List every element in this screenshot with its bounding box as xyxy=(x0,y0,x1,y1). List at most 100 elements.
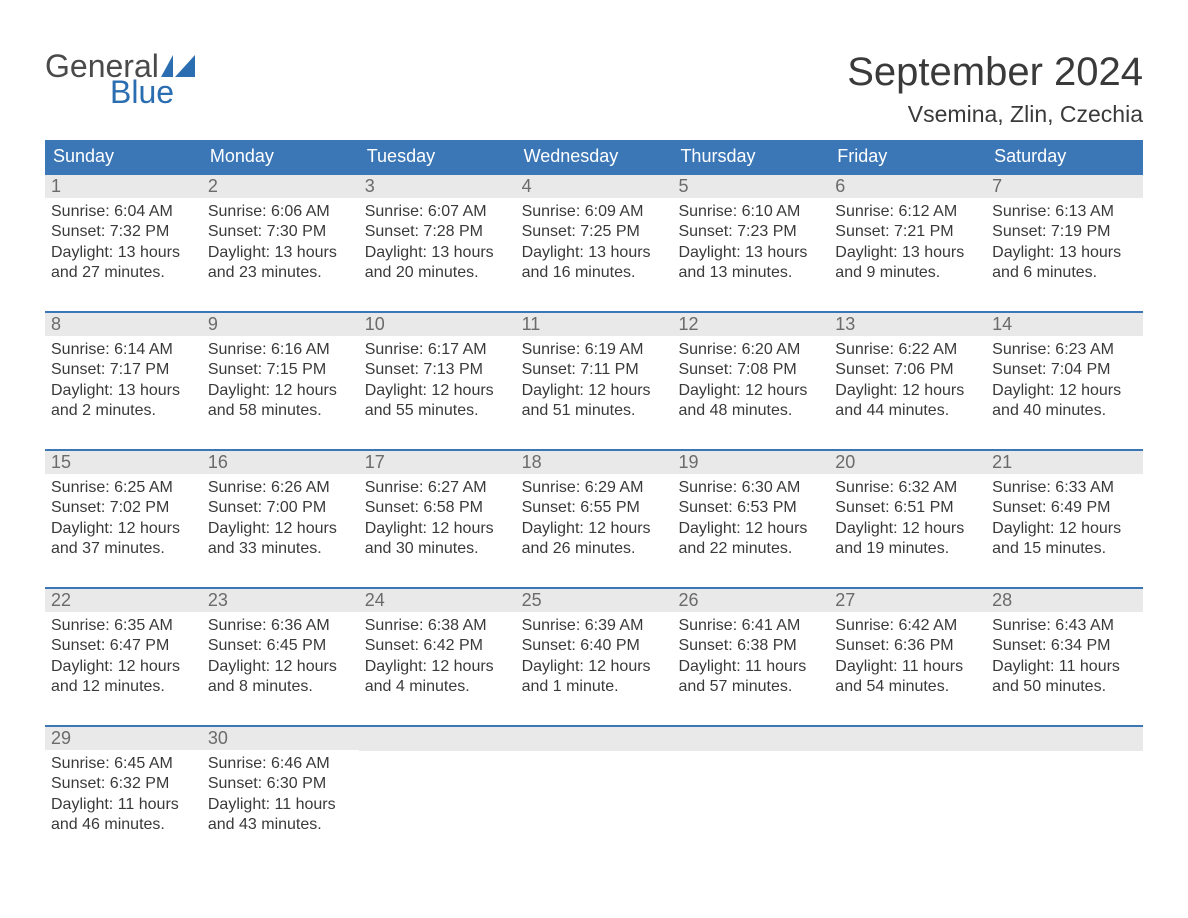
calendar-day: 16Sunrise: 6:26 AMSunset: 7:00 PMDayligh… xyxy=(202,451,359,569)
title-block: September 2024 Vsemina, Zlin, Czechia xyxy=(847,50,1143,128)
daylight-line: and 19 minutes. xyxy=(835,539,980,559)
day-details: Sunrise: 6:10 AMSunset: 7:23 PMDaylight:… xyxy=(672,198,829,288)
sunset-line: Sunset: 6:38 PM xyxy=(678,636,823,656)
daylight-line: Daylight: 13 hours xyxy=(51,243,196,263)
daylight-line: and 46 minutes. xyxy=(51,815,196,835)
calendar-day: 13Sunrise: 6:22 AMSunset: 7:06 PMDayligh… xyxy=(829,313,986,431)
sunrise-line: Sunrise: 6:22 AM xyxy=(835,340,980,360)
sunrise-line: Sunrise: 6:33 AM xyxy=(992,478,1137,498)
day-number xyxy=(986,727,1143,751)
brand-logo: General Blue xyxy=(45,50,195,108)
daylight-line: Daylight: 12 hours xyxy=(522,657,667,677)
day-details: Sunrise: 6:35 AMSunset: 6:47 PMDaylight:… xyxy=(45,612,202,702)
day-details xyxy=(829,751,986,759)
sunset-line: Sunset: 6:40 PM xyxy=(522,636,667,656)
day-details: Sunrise: 6:45 AMSunset: 6:32 PMDaylight:… xyxy=(45,750,202,840)
day-details: Sunrise: 6:26 AMSunset: 7:00 PMDaylight:… xyxy=(202,474,359,564)
daylight-line: Daylight: 11 hours xyxy=(208,795,353,815)
day-number: 26 xyxy=(672,589,829,612)
calendar-day xyxy=(516,727,673,845)
sunset-line: Sunset: 7:17 PM xyxy=(51,360,196,380)
calendar-day: 20Sunrise: 6:32 AMSunset: 6:51 PMDayligh… xyxy=(829,451,986,569)
calendar-day: 23Sunrise: 6:36 AMSunset: 6:45 PMDayligh… xyxy=(202,589,359,707)
sunrise-line: Sunrise: 6:04 AM xyxy=(51,202,196,222)
weekday-header: Wednesday xyxy=(516,140,673,173)
daylight-line: Daylight: 12 hours xyxy=(51,519,196,539)
calendar-day: 7Sunrise: 6:13 AMSunset: 7:19 PMDaylight… xyxy=(986,175,1143,293)
calendar-day: 4Sunrise: 6:09 AMSunset: 7:25 PMDaylight… xyxy=(516,175,673,293)
daylight-line: and 55 minutes. xyxy=(365,401,510,421)
sunrise-line: Sunrise: 6:26 AM xyxy=(208,478,353,498)
sunset-line: Sunset: 7:23 PM xyxy=(678,222,823,242)
daylight-line: Daylight: 13 hours xyxy=(51,381,196,401)
sunrise-line: Sunrise: 6:20 AM xyxy=(678,340,823,360)
calendar-day: 21Sunrise: 6:33 AMSunset: 6:49 PMDayligh… xyxy=(986,451,1143,569)
day-number xyxy=(672,727,829,751)
sunset-line: Sunset: 6:53 PM xyxy=(678,498,823,518)
daylight-line: Daylight: 13 hours xyxy=(208,243,353,263)
day-details: Sunrise: 6:17 AMSunset: 7:13 PMDaylight:… xyxy=(359,336,516,426)
day-details: Sunrise: 6:13 AMSunset: 7:19 PMDaylight:… xyxy=(986,198,1143,288)
daylight-line: and 12 minutes. xyxy=(51,677,196,697)
sunrise-line: Sunrise: 6:16 AM xyxy=(208,340,353,360)
daylight-line: Daylight: 12 hours xyxy=(835,381,980,401)
daylight-line: Daylight: 12 hours xyxy=(678,381,823,401)
daylight-line: Daylight: 12 hours xyxy=(522,381,667,401)
daylight-line: and 48 minutes. xyxy=(678,401,823,421)
day-number: 2 xyxy=(202,175,359,198)
calendar-day: 28Sunrise: 6:43 AMSunset: 6:34 PMDayligh… xyxy=(986,589,1143,707)
sunrise-line: Sunrise: 6:36 AM xyxy=(208,616,353,636)
calendar-day: 1Sunrise: 6:04 AMSunset: 7:32 PMDaylight… xyxy=(45,175,202,293)
daylight-line: and 33 minutes. xyxy=(208,539,353,559)
daylight-line: and 6 minutes. xyxy=(992,263,1137,283)
daylight-line: Daylight: 12 hours xyxy=(365,381,510,401)
day-number: 23 xyxy=(202,589,359,612)
daylight-line: Daylight: 11 hours xyxy=(51,795,196,815)
daylight-line: Daylight: 12 hours xyxy=(992,381,1137,401)
day-number: 19 xyxy=(672,451,829,474)
day-number: 14 xyxy=(986,313,1143,336)
day-details: Sunrise: 6:46 AMSunset: 6:30 PMDaylight:… xyxy=(202,750,359,840)
day-number: 6 xyxy=(829,175,986,198)
sunset-line: Sunset: 7:25 PM xyxy=(522,222,667,242)
day-number: 4 xyxy=(516,175,673,198)
daylight-line: and 20 minutes. xyxy=(365,263,510,283)
day-number: 7 xyxy=(986,175,1143,198)
daylight-line: and 57 minutes. xyxy=(678,677,823,697)
calendar-day xyxy=(829,727,986,845)
month-title: September 2024 xyxy=(847,50,1143,95)
day-details: Sunrise: 6:41 AMSunset: 6:38 PMDaylight:… xyxy=(672,612,829,702)
location: Vsemina, Zlin, Czechia xyxy=(847,101,1143,128)
day-number: 16 xyxy=(202,451,359,474)
day-details: Sunrise: 6:19 AMSunset: 7:11 PMDaylight:… xyxy=(516,336,673,426)
daylight-line: and 30 minutes. xyxy=(365,539,510,559)
daylight-line: Daylight: 12 hours xyxy=(678,519,823,539)
day-number: 10 xyxy=(359,313,516,336)
sunset-line: Sunset: 6:51 PM xyxy=(835,498,980,518)
sunrise-line: Sunrise: 6:30 AM xyxy=(678,478,823,498)
daylight-line: and 15 minutes. xyxy=(992,539,1137,559)
day-number: 1 xyxy=(45,175,202,198)
sunrise-line: Sunrise: 6:07 AM xyxy=(365,202,510,222)
calendar-day: 26Sunrise: 6:41 AMSunset: 6:38 PMDayligh… xyxy=(672,589,829,707)
calendar-day: 3Sunrise: 6:07 AMSunset: 7:28 PMDaylight… xyxy=(359,175,516,293)
daylight-line: and 13 minutes. xyxy=(678,263,823,283)
day-details xyxy=(516,751,673,759)
daylight-line: and 50 minutes. xyxy=(992,677,1137,697)
brand-line2: Blue xyxy=(110,76,195,108)
daylight-line: Daylight: 13 hours xyxy=(522,243,667,263)
daylight-line: and 2 minutes. xyxy=(51,401,196,421)
day-number: 21 xyxy=(986,451,1143,474)
daylight-line: and 40 minutes. xyxy=(992,401,1137,421)
sunset-line: Sunset: 7:06 PM xyxy=(835,360,980,380)
day-details: Sunrise: 6:33 AMSunset: 6:49 PMDaylight:… xyxy=(986,474,1143,564)
day-number: 12 xyxy=(672,313,829,336)
day-details: Sunrise: 6:07 AMSunset: 7:28 PMDaylight:… xyxy=(359,198,516,288)
sunset-line: Sunset: 6:58 PM xyxy=(365,498,510,518)
weekday-header: Sunday xyxy=(45,140,202,173)
daylight-line: and 8 minutes. xyxy=(208,677,353,697)
calendar-day: 10Sunrise: 6:17 AMSunset: 7:13 PMDayligh… xyxy=(359,313,516,431)
calendar-day: 9Sunrise: 6:16 AMSunset: 7:15 PMDaylight… xyxy=(202,313,359,431)
day-details: Sunrise: 6:06 AMSunset: 7:30 PMDaylight:… xyxy=(202,198,359,288)
page-header: General Blue September 2024 Vsemina, Zli… xyxy=(45,50,1143,128)
